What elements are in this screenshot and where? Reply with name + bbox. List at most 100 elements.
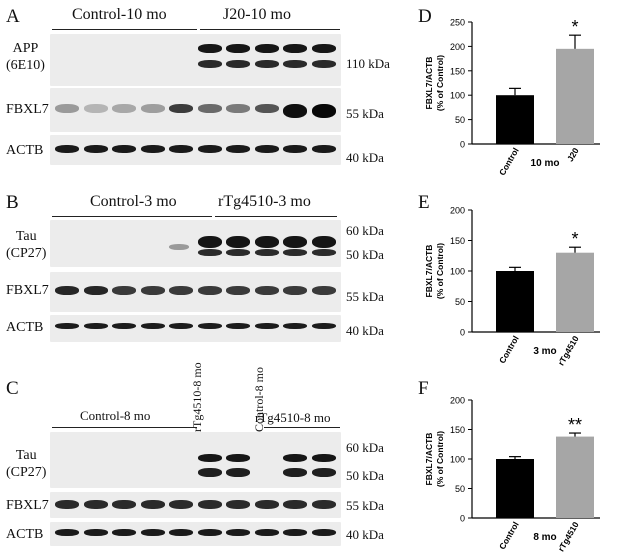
tau-band (283, 454, 307, 462)
fbxl7-band (311, 104, 336, 118)
tau-band (197, 249, 222, 256)
fbxl7-band (283, 500, 307, 509)
kda-40: 40 kDa (346, 323, 384, 338)
tau-band (197, 454, 222, 462)
tau-band (197, 468, 222, 477)
y-tick-label: 100 (450, 267, 465, 277)
kda-40: 40 kDa (346, 527, 384, 542)
bar-chart-e: 0 50 100 150 200 FBXL7/ACTB (% of Control) Cont… (424, 206, 600, 367)
group-underline (52, 216, 212, 217)
group-label-rtg-8mo-vertical: rTg4510-8 mo (190, 362, 204, 432)
panel-label-f: F (418, 378, 429, 399)
significance-marker: * (571, 17, 578, 37)
fbxl7-band (283, 104, 307, 118)
y-tick-label: 50 (455, 484, 465, 494)
y-axis-label: (% of Control) (435, 55, 445, 111)
panel-label-e: E (418, 192, 430, 213)
row-label-fbxl7: FBXL7 (6, 102, 49, 117)
fbxl7-band (83, 286, 108, 295)
y-tick-label: 100 (450, 91, 465, 101)
panel-label-d: D (418, 6, 432, 27)
kda-110: 110 kDa (346, 56, 390, 71)
app-band (311, 44, 336, 53)
row-label-fbxl7: FBXL7 (6, 498, 49, 513)
group-underline (200, 29, 340, 30)
app-band (226, 44, 250, 53)
bar-control (496, 271, 534, 332)
group-label-rtg-3mo: rTg4510-3 mo (218, 193, 311, 210)
significance-marker: * (571, 229, 578, 249)
actb-band (55, 145, 79, 153)
x-axis-label: 8 mo (533, 532, 556, 543)
y-axis-label: (% of Control) (435, 431, 445, 487)
tau-band (254, 249, 279, 256)
fbxl7-band (311, 286, 336, 295)
y-axis-label: FBXL7/ACTB (424, 245, 434, 298)
actb-band (283, 323, 307, 329)
kda-50: 50 kDa (346, 247, 384, 262)
bar-j20 (556, 48, 594, 145)
x-axis-label: 10 mo (531, 158, 560, 169)
y-axis-label: FBXL7/ACTB (424, 433, 434, 486)
actb-band (140, 145, 165, 153)
fbxl7-band (254, 104, 279, 113)
actb-band (112, 145, 136, 153)
actb-band (226, 323, 250, 329)
tau-band (311, 468, 336, 477)
app-band (283, 44, 307, 53)
actb-band (311, 529, 336, 536)
actb-band (283, 145, 307, 153)
fbxl7-band (169, 286, 193, 295)
x-tick-label: Control (497, 146, 521, 177)
fbxl7-band (112, 500, 136, 509)
row-label-app: APP (6E10) (6, 41, 45, 73)
fbxl7-band (55, 104, 79, 113)
fbxl7-band (140, 286, 165, 295)
group-underline (52, 29, 197, 30)
panel-label-c: C (6, 378, 19, 399)
y-tick-label: 50 (455, 115, 465, 125)
app-band (311, 60, 336, 68)
fbxl7-band (254, 286, 279, 295)
fbxl7-band (283, 286, 307, 295)
tau-band (283, 249, 307, 256)
tau-band (283, 468, 307, 477)
fbxl7-band (311, 500, 336, 509)
row-label-actb: ACTB (6, 527, 44, 542)
kda-55: 55 kDa (346, 106, 384, 121)
kda-60: 60 kDa (346, 223, 384, 238)
tau-band (283, 236, 307, 248)
tau-band (254, 236, 279, 248)
fbxl7-band (55, 286, 79, 295)
actb-band (83, 323, 108, 329)
tau-band (169, 244, 189, 250)
fbxl7-band (112, 286, 136, 295)
group-label-control-8mo: Control-8 mo (80, 408, 151, 423)
fbxl7-band (140, 104, 165, 113)
bar-rtg4510 (556, 252, 594, 332)
actb-band (226, 529, 250, 536)
y-axis-label: (% of Control) (435, 243, 445, 299)
x-tick-label: J20 (565, 146, 581, 164)
app-band (254, 44, 279, 53)
panel-label-b: B (6, 192, 19, 213)
y-tick-label: 0 (460, 140, 465, 150)
group-underline (264, 427, 340, 428)
app-band (197, 60, 222, 68)
fbxl7-band (197, 500, 222, 509)
actb-band (55, 529, 79, 536)
kda-55: 55 kDa (346, 289, 384, 304)
fbxl7-band (169, 500, 193, 509)
actb-band (83, 145, 108, 153)
fbxl7-band (83, 500, 108, 509)
panel-label-a: A (6, 6, 20, 27)
actb-band (55, 323, 79, 329)
fbxl7-band (226, 500, 250, 509)
y-tick-label: 150 (450, 66, 465, 76)
actb-band (283, 529, 307, 536)
actb-band (311, 323, 336, 329)
fbxl7-band (55, 500, 79, 509)
y-tick-label: 250 (450, 18, 465, 28)
actb-band (254, 529, 279, 536)
y-tick-label: 0 (460, 514, 465, 524)
